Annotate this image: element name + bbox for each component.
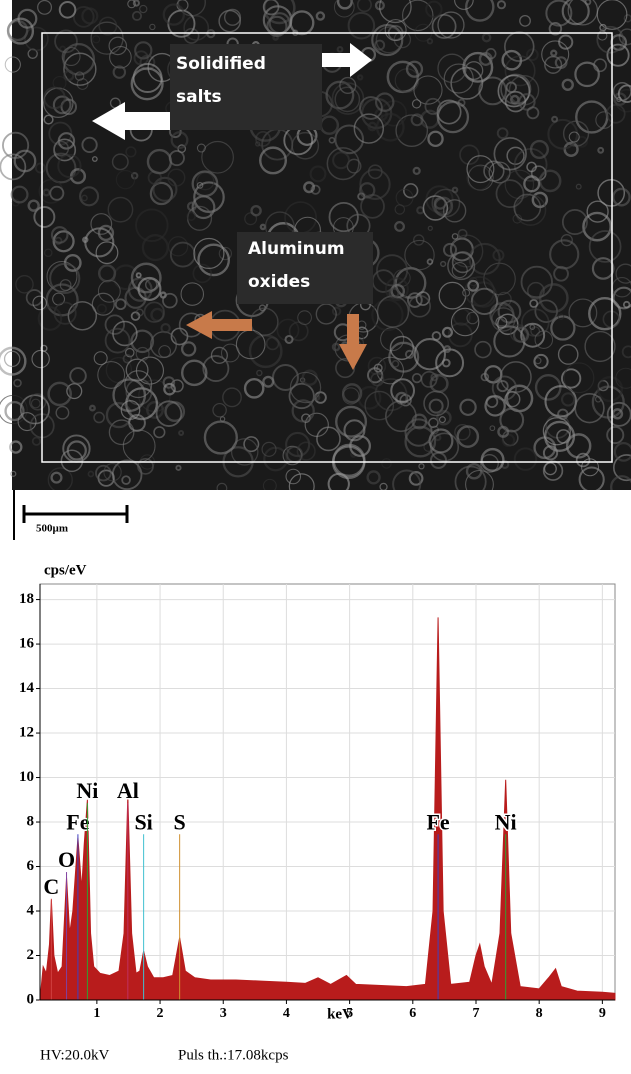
x-tick-label: 1	[93, 1006, 100, 1021]
y-tick-label: 8	[27, 813, 35, 829]
y-tick-label: 2	[27, 947, 35, 963]
peak-label: Ni	[76, 778, 98, 803]
y-tick-label: 10	[19, 769, 34, 785]
peak-label: Si	[134, 809, 152, 834]
peak-label: Ni	[495, 809, 517, 834]
x-tick-label: 9	[599, 1006, 606, 1021]
y-tick-label: 12	[19, 724, 34, 740]
peak-label: O	[58, 847, 75, 872]
y-tick-label: 14	[19, 680, 35, 696]
label: oxides	[248, 272, 310, 292]
peak-label: Fe	[426, 809, 449, 834]
y-tick-label: 6	[27, 858, 35, 874]
label: Solidified	[176, 54, 266, 74]
peak-label: Fe	[66, 809, 89, 834]
y-tick-label: 16	[19, 636, 35, 652]
spectrum-chart: 024681012141618123456789COFeNiAlSiSFeNi	[19, 584, 615, 1021]
footer-hv: HV:20.0kV	[40, 1047, 109, 1063]
y-tick-label: 0	[27, 991, 35, 1007]
x-tick-label: 4	[283, 1006, 290, 1021]
peak-label: S	[174, 809, 186, 834]
label: Aluminum	[248, 239, 345, 259]
x-tick-label: 8	[536, 1006, 543, 1021]
label: salts	[176, 87, 222, 107]
x-tick-label: 6	[409, 1006, 416, 1021]
y-axis-label: cps/eV	[44, 562, 87, 578]
peak-label: Al	[117, 778, 139, 803]
footer-pulse: Puls th.:17.08kcps	[178, 1047, 289, 1063]
y-tick-label: 18	[19, 591, 34, 607]
y-tick-label: 4	[27, 902, 35, 918]
scale-label: 500µm	[36, 523, 68, 535]
x-axis-label: keV	[327, 1006, 353, 1022]
x-tick-label: 2	[157, 1006, 164, 1021]
x-tick-label: 3	[220, 1006, 227, 1021]
figure: Solidified salts Aluminum oxides 500µm 0…	[0, 0, 631, 1074]
peak-label: C	[43, 874, 59, 899]
x-tick-label: 7	[472, 1006, 479, 1021]
